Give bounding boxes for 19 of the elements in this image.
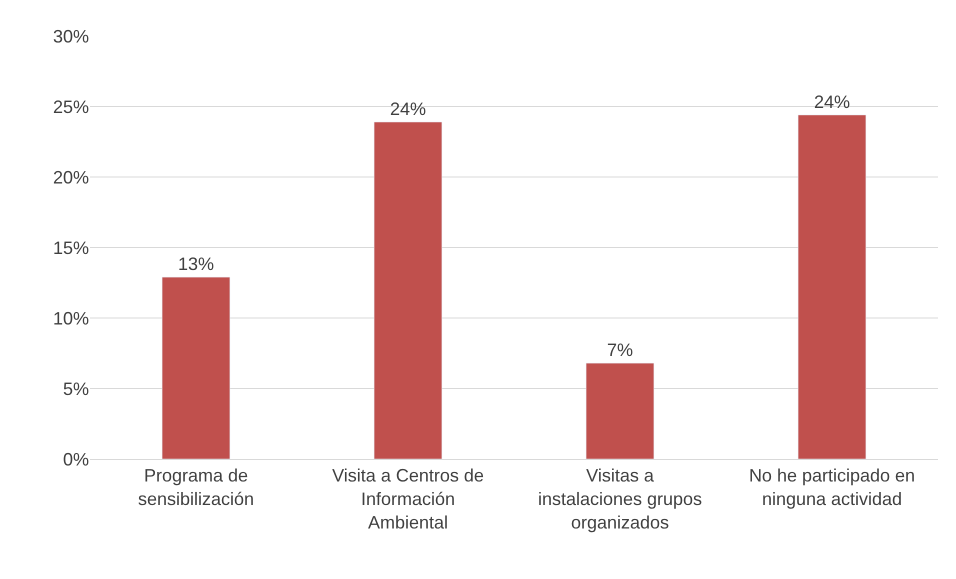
y-tick-label: 20%	[52, 167, 89, 188]
y-tick-label: 30%	[52, 26, 89, 46]
y-tick-label: 10%	[52, 308, 89, 328]
y-tick-label: 25%	[52, 96, 89, 117]
bar	[798, 114, 866, 459]
x-tick-label: Visita a Centros de Información Ambiental	[332, 466, 484, 532]
x-tick-label: No he participado en ninguna actividad	[748, 466, 916, 509]
y-tick-label: 15%	[52, 238, 89, 258]
bar	[162, 276, 230, 459]
y-tick-label: 0%	[62, 449, 89, 470]
bar	[374, 122, 442, 459]
x-tick-label: Visitas a instalaciones grupos organizados	[538, 466, 702, 532]
bar	[586, 362, 654, 459]
data-label: 13%	[178, 254, 214, 274]
x-tick-label: Programa de sensibilización	[138, 466, 254, 509]
y-tick-label: 5%	[62, 378, 89, 399]
data-label: 24%	[390, 99, 426, 120]
data-label: 24%	[814, 92, 850, 112]
data-label: 7%	[606, 340, 634, 360]
